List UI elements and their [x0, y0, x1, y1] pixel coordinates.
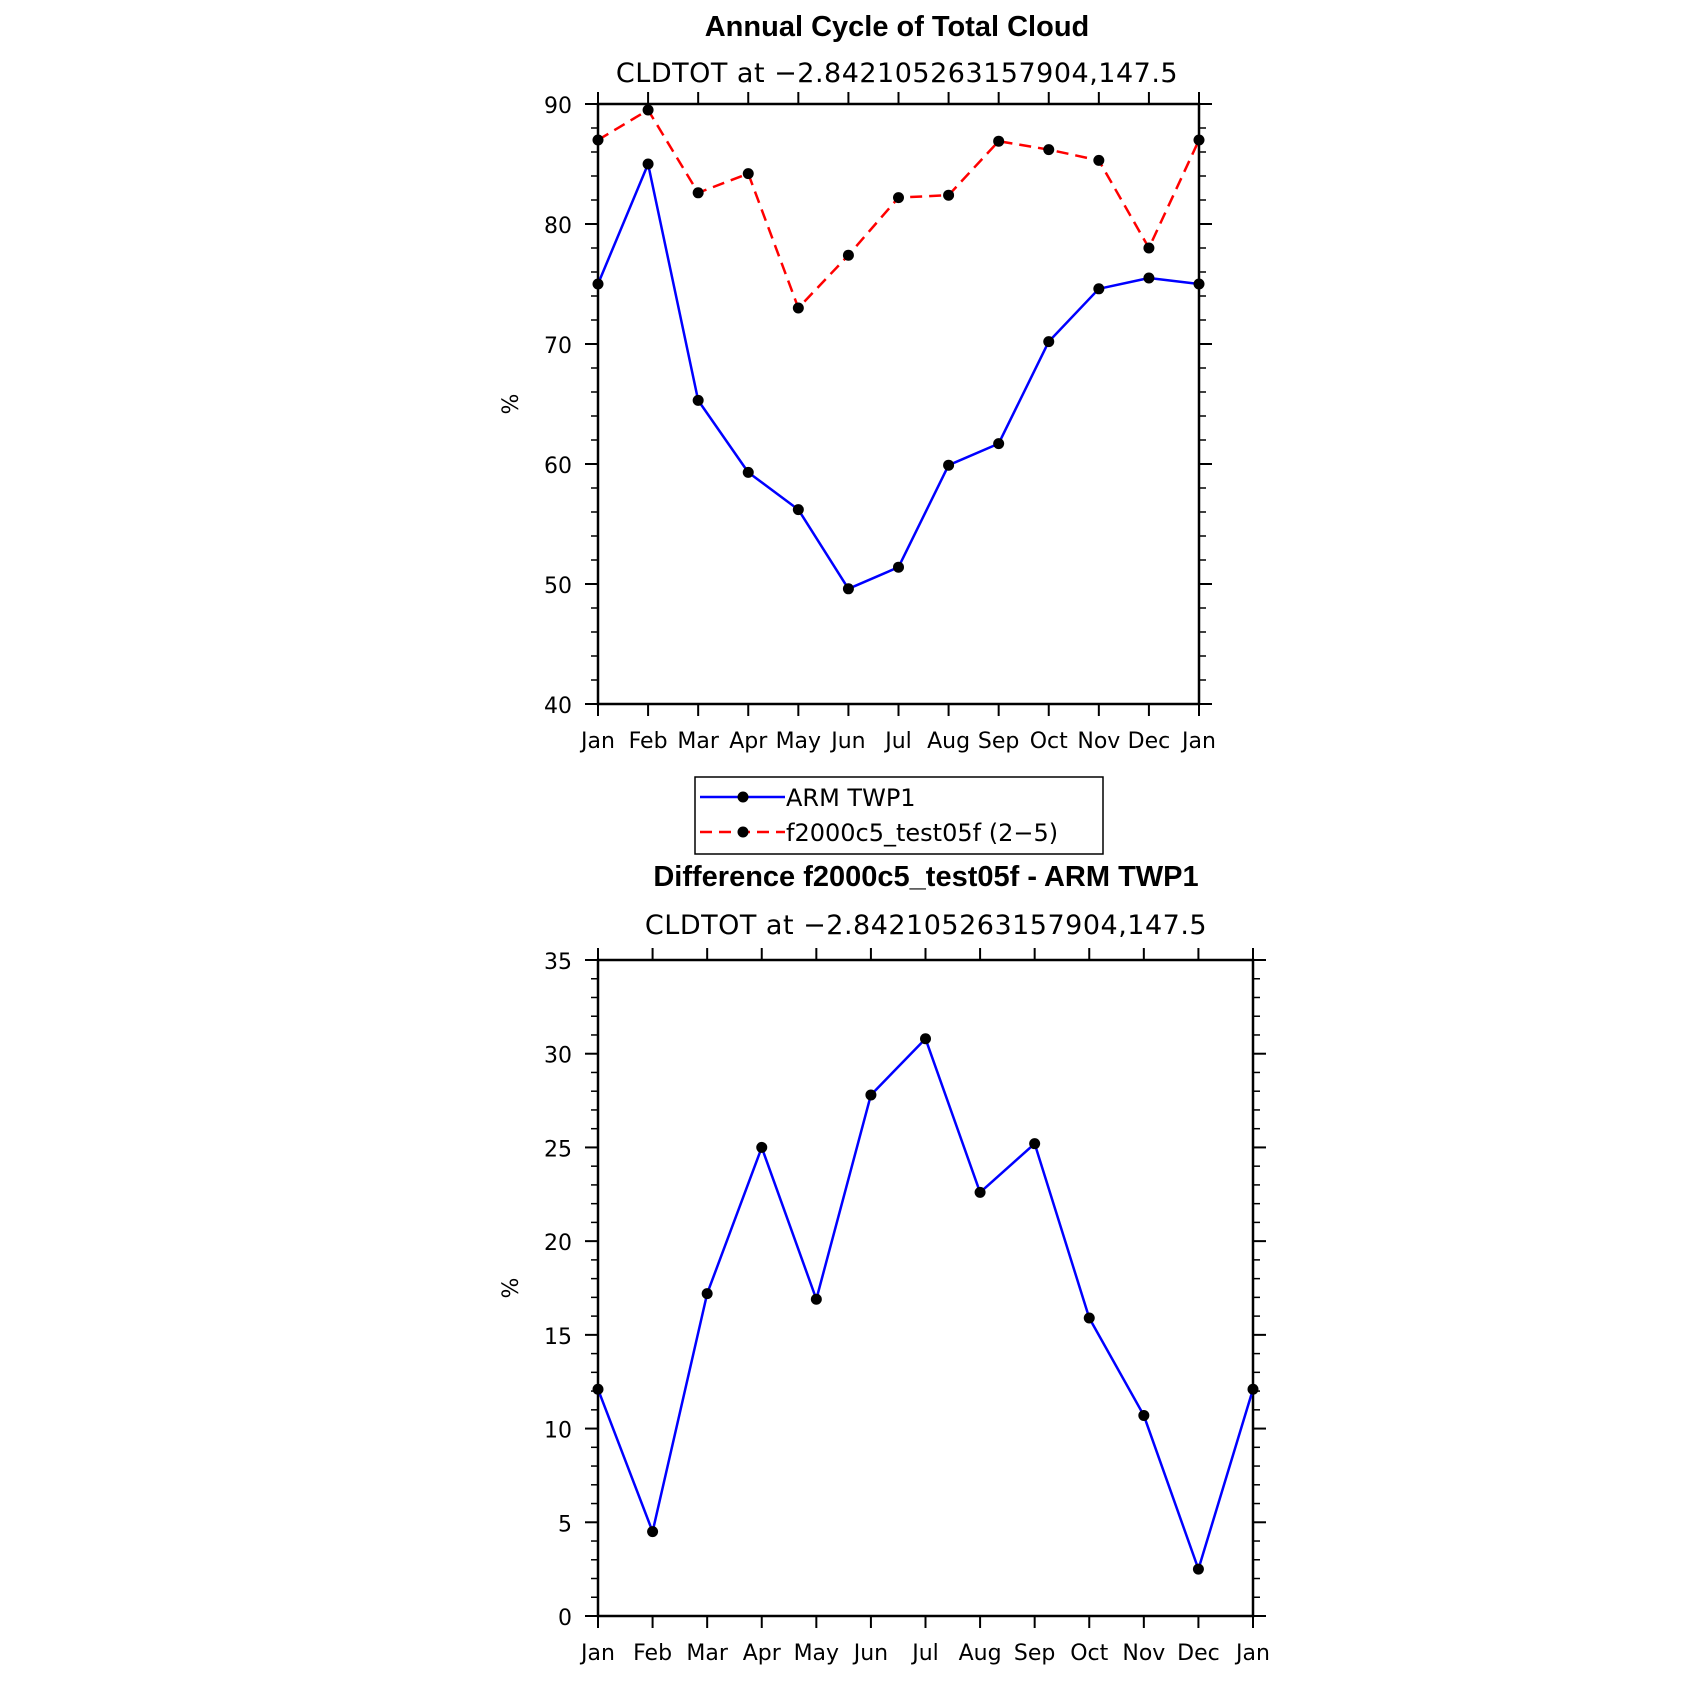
bottom-data-point: [701, 1288, 713, 1300]
bottom-x-tick-label: Apr: [743, 1641, 782, 1666]
bottom-series-line-0: [596, 1037, 1255, 1571]
bottom-data-point: [810, 1293, 822, 1305]
top-data-point: [1093, 154, 1105, 166]
bottom-y-tick-label: 20: [544, 1231, 572, 1256]
bottom-y-tick-label: 25: [544, 1137, 572, 1162]
top-data-point: [1093, 283, 1105, 295]
top-x-tick-label: Jul: [883, 729, 912, 754]
top-data-point: [592, 134, 604, 146]
bottom-y-tick-label: 5: [558, 1512, 572, 1537]
top-x-tick-label: Dec: [1128, 729, 1171, 754]
top-y-axis-label: %: [499, 394, 524, 415]
top-series-line-1: [597, 108, 1201, 310]
bottom-chart-plot: Jan Feb Mar Apr May Jun Jul Aug Sep Oct Nov Dec Jan 0…: [499, 948, 1270, 1666]
bottom-y-tick-label: 10: [544, 1419, 572, 1444]
top-data-point: [692, 187, 704, 199]
bottom-data-point: [1192, 1563, 1204, 1575]
bottom-y-tick-label: 35: [544, 950, 572, 975]
top-y-tick-label: 80: [544, 214, 572, 239]
top-y-tick-label: 60: [544, 454, 572, 479]
top-data-point: [1043, 144, 1055, 156]
top-chart-plot: Jan Feb Mar Apr May Jun Jul Aug Sep Oct Nov Dec Jan 4…: [499, 92, 1216, 754]
top-data-point: [1193, 278, 1205, 290]
top-chart-title: Annual Cycle of Total Cloud: [705, 11, 1090, 43]
top-data-point: [692, 394, 704, 406]
bottom-data-point: [592, 1383, 604, 1395]
bottom-data-point: [647, 1526, 659, 1538]
top-x-tick-label: May: [776, 729, 821, 754]
bottom-x-tick-label: Sep: [1014, 1641, 1055, 1666]
bottom-data-point: [756, 1141, 768, 1153]
bottom-data-point: [1029, 1138, 1041, 1150]
top-x-tick-label: Jan: [579, 729, 615, 754]
top-data-point: [1043, 336, 1055, 348]
bottom-chart-title: Difference f2000c5_test05f - ARM TWP1: [653, 861, 1198, 893]
top-x-tick-label: Sep: [978, 729, 1019, 754]
top-data-point: [792, 504, 804, 516]
top-y-tick-label: 50: [544, 574, 572, 599]
bottom-data-point: [1083, 1312, 1095, 1324]
top-x-tick-label: Jun: [829, 729, 865, 754]
top-data-point: [893, 561, 904, 573]
top-data-point: [742, 466, 754, 478]
bottom-plot-frame: [596, 958, 1255, 1618]
top-y-tick-label: 90: [544, 94, 572, 119]
top-data-point: [1143, 242, 1155, 254]
bottom-x-tick-label: Jun: [852, 1641, 888, 1666]
legend-label-arm-twp1: ARM TWP1: [786, 784, 916, 812]
bottom-data-point: [1138, 1409, 1150, 1421]
top-data-point: [642, 158, 654, 170]
top-data-point: [943, 459, 955, 471]
top-series-line-0: [596, 162, 1200, 591]
legend-marker-arm-twp1: [737, 791, 749, 803]
bottom-y-tick-label: 0: [558, 1606, 572, 1631]
bottom-x-tick-label: Feb: [633, 1641, 672, 1666]
top-data-point: [742, 168, 754, 180]
top-x-tick-label: Mar: [677, 729, 719, 754]
bottom-y-tick-label: 15: [544, 1325, 572, 1350]
bottom-chart-subtitle: CLDTOT at −2.842105263157904,147.5: [645, 910, 1207, 941]
top-data-point: [1143, 272, 1155, 284]
bottom-x-tick-label: Mar: [686, 1641, 728, 1666]
bottom-x-tick-label: May: [794, 1641, 839, 1666]
top-y-tick-label: 40: [544, 694, 572, 719]
top-data-point: [792, 302, 804, 314]
top-data-point: [943, 189, 955, 201]
top-data-point: [842, 249, 854, 261]
top-data-point: [993, 438, 1005, 450]
bottom-data-point: [920, 1033, 931, 1045]
bottom-x-tick-label: Jan: [1234, 1641, 1270, 1666]
legend-box: [694, 776, 1104, 855]
legend: ARM TWP1 f2000c5_test05f (2−5): [694, 776, 1104, 855]
top-data-point: [642, 104, 654, 116]
bottom-data-point: [974, 1186, 986, 1198]
bottom-y-axis-label: %: [499, 1278, 524, 1299]
bottom-x-tick-label: Oct: [1070, 1641, 1108, 1666]
top-x-tick-label: Aug: [927, 729, 970, 754]
bottom-x-tick-label: Nov: [1122, 1641, 1165, 1666]
top-data-point: [842, 583, 854, 595]
top-x-tick-label: Apr: [729, 729, 768, 754]
bottom-x-tick-label: Jul: [910, 1641, 939, 1666]
top-x-tick-label: Nov: [1077, 729, 1120, 754]
bottom-data-point: [1247, 1383, 1259, 1395]
legend-label-f2000c5: f2000c5_test05f (2−5): [786, 819, 1058, 847]
bottom-x-tick-label: Dec: [1177, 1641, 1220, 1666]
bottom-y-tick-label: 30: [544, 1044, 572, 1069]
top-x-tick-label: Jan: [1180, 729, 1216, 754]
top-y-tick-label: 70: [544, 334, 572, 359]
top-data-point: [592, 278, 604, 290]
top-data-point: [993, 135, 1005, 147]
bottom-x-tick-label: Jan: [579, 1641, 615, 1666]
legend-marker-f2000c5: [737, 826, 749, 838]
bottom-data-point: [865, 1089, 877, 1101]
top-data-point: [1193, 134, 1205, 146]
bottom-x-tick-label: Aug: [959, 1641, 1002, 1666]
top-chart-subtitle: CLDTOT at −2.842105263157904,147.5: [616, 58, 1178, 89]
top-x-tick-label: Oct: [1030, 729, 1068, 754]
top-x-tick-label: Feb: [629, 729, 668, 754]
top-data-point: [893, 192, 904, 204]
